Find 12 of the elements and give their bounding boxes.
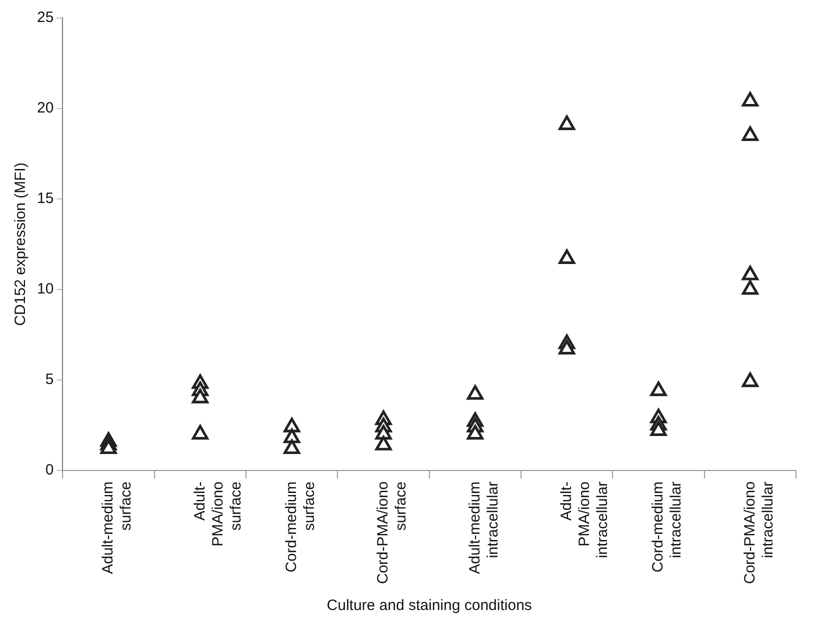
- y-tick-label: 10: [36, 280, 54, 298]
- y-tick-label: 0: [45, 462, 54, 479]
- y-tick-label: 20: [36, 100, 54, 117]
- y-axis-title: CD152 expression (MFI): [12, 162, 30, 326]
- x-tick-label: Adult-medium surface: [100, 481, 135, 574]
- x-tick-label: Adult-PMA/iono surface: [191, 481, 244, 547]
- y-tick-label: 5: [45, 371, 54, 388]
- x-tick-label: Cord-medium surface: [282, 481, 318, 572]
- x-tick-label: Cord-PMA/iono surface: [374, 481, 410, 584]
- y-tick-label: 25: [36, 9, 54, 26]
- y-tick-label: 15: [36, 190, 54, 208]
- x-axis-title: Culture and staining conditions: [326, 597, 532, 614]
